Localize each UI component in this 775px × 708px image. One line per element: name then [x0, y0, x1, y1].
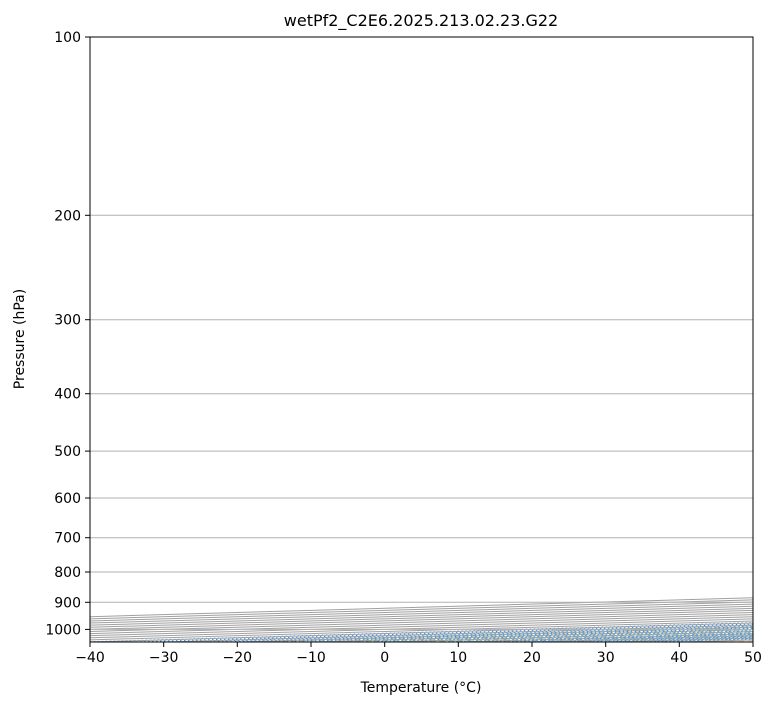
x-axis-ticks: −40 −30 −20 −10 0 10 20 30 40 50 — [75, 642, 762, 666]
x-tick-label: 20 — [523, 650, 541, 666]
x-tick-label: 50 — [744, 650, 762, 666]
y-tick-label: 700 — [54, 531, 81, 547]
y-tick-label: 600 — [54, 491, 81, 507]
x-tick-label: −30 — [149, 650, 179, 666]
x-tick-label: −10 — [296, 650, 326, 666]
pressure-gridlines — [90, 37, 753, 630]
x-tick-label: 30 — [597, 650, 615, 666]
x-tick-label: 10 — [449, 650, 467, 666]
y-tick-label: 300 — [54, 313, 81, 329]
y-axis-ticks: 100 200 300 400 500 600 700 800 900 1000 — [45, 30, 90, 638]
y-axis-label: Pressure (hPa) — [12, 289, 28, 389]
y-tick-label: 500 — [54, 444, 81, 460]
y-tick-label: 900 — [54, 595, 81, 611]
y-tick-label: 200 — [54, 208, 81, 224]
plot-frame — [89, 36, 754, 643]
x-axis-label: Temperature (°C) — [360, 680, 482, 696]
x-tick-label: −40 — [75, 650, 105, 666]
chart-title: wetPf2_C2E6.2025.213.02.23.G22 — [284, 11, 558, 31]
x-tick-label: 40 — [670, 650, 688, 666]
y-tick-label: 800 — [54, 565, 81, 581]
x-tick-label: 0 — [380, 650, 389, 666]
y-tick-label: 1000 — [45, 622, 81, 638]
y-tick-label: 400 — [54, 387, 81, 403]
x-tick-label: −20 — [223, 650, 253, 666]
y-tick-label: 100 — [54, 30, 81, 46]
